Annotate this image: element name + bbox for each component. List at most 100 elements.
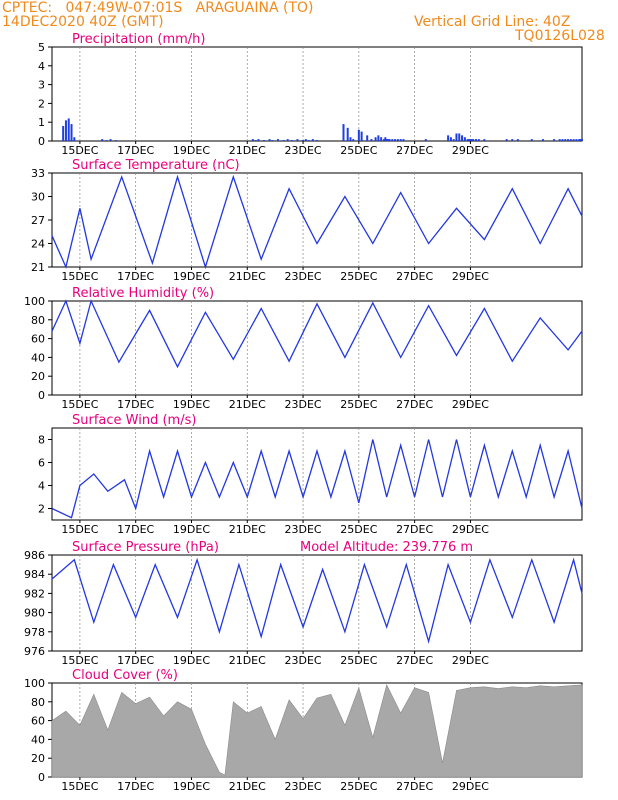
press-frame [51, 554, 583, 652]
press-xtick-5: 25DEC [340, 654, 377, 667]
temp-frame [51, 172, 583, 268]
precip-bar-65 [530, 139, 533, 141]
precip-bar-38 [385, 139, 388, 141]
precip-bar-63 [511, 139, 514, 141]
precip-bar-33 [374, 137, 377, 141]
press-xtick-3: 21DEC [229, 654, 266, 667]
wind-xtick-0: 15DEC [61, 523, 98, 536]
wind-xtick-5: 25DEC [340, 523, 377, 536]
precip-bar-53 [463, 137, 466, 141]
precip-bar-68 [558, 139, 561, 141]
precip-ytick-5: 5 [38, 41, 45, 54]
precip-bar-40 [388, 139, 391, 141]
wind-xtick-3: 21DEC [229, 523, 266, 536]
precip-bar-45 [402, 139, 405, 141]
wind-xtick-4: 23DEC [284, 523, 321, 536]
temp-xtick-0: 15DEC [61, 270, 98, 283]
precip-bar-49 [452, 139, 455, 141]
cloud-xtick-2: 19DEC [173, 780, 210, 793]
precip-bar-60 [477, 139, 480, 141]
temp-ytick-3: 30 [31, 191, 45, 204]
temp-xtick-1: 17DEC [117, 270, 154, 283]
rh-xtick-7: 29DEC [452, 398, 489, 411]
cloud-ytick-0: 0 [38, 771, 45, 784]
cloud-xtick-0: 15DEC [61, 780, 98, 793]
temp-xtick-6: 27DEC [396, 270, 433, 283]
rh-title: Relative Humidity (%) [72, 286, 214, 301]
precip-bar-14 [271, 140, 274, 141]
precip-bar-51 [458, 133, 461, 141]
precip-bar-5 [101, 139, 104, 141]
precip-xtick-5: 25DEC [340, 144, 377, 157]
precip-bar-29 [357, 129, 360, 141]
press-ytick-2: 980 [24, 607, 45, 620]
precip-bar-8 [115, 140, 118, 141]
press-ytick-0: 976 [24, 645, 45, 658]
precip-bar-47 [447, 135, 450, 141]
precip-bar-77 [581, 139, 583, 141]
precip-bar-20 [302, 140, 305, 141]
temp-xtick-5: 25DEC [340, 270, 377, 283]
precip-bar-9 [251, 139, 254, 141]
temp-title: Surface Temperature (nC) [72, 158, 240, 173]
precip-bar-41 [391, 139, 394, 141]
station-info: CPTEC: 047:49W-07:01S ARAGUAINA (TO) [2, 0, 314, 16]
precip-bar-27 [349, 137, 352, 141]
press-extra: Model Altitude: 239.776 m [300, 540, 473, 555]
precip-bar-19 [296, 139, 299, 141]
wind-xtick-7: 29DEC [452, 523, 489, 536]
precip-ytick-0: 0 [38, 135, 45, 148]
cloud-xtick-4: 23DEC [284, 780, 321, 793]
rh-xtick-2: 19DEC [173, 398, 210, 411]
press-ytick-1: 978 [24, 626, 45, 639]
temp-series-line [51, 174, 583, 270]
temp-xtick-3: 21DEC [229, 270, 266, 283]
precip-bar-48 [449, 137, 452, 141]
precip-bar-67 [553, 139, 556, 141]
precip-frame [51, 46, 583, 142]
model-id: TQ0126L028 [515, 28, 605, 44]
precip-bar-58 [472, 139, 475, 141]
press-title: Surface Pressure (hPa) [72, 540, 219, 555]
precip-bar-15 [276, 139, 279, 141]
precip-bar-73 [572, 139, 575, 141]
temp-ytick-1: 24 [31, 238, 45, 251]
precip-bar-37 [384, 137, 387, 141]
precip-bar-75 [578, 139, 581, 141]
precip-ytick-3: 3 [38, 79, 45, 92]
precip-bar-39 [387, 139, 390, 141]
wind-series-line [51, 439, 583, 519]
precip-bar-57 [470, 139, 473, 141]
grid-line-note: Vertical Grid Line: 40Z [414, 14, 571, 30]
precip-bar-31 [366, 135, 369, 141]
wind-xtick-1: 17DEC [117, 523, 154, 536]
precip-xtick-4: 23DEC [284, 144, 321, 157]
precip-bar-1 [64, 120, 67, 141]
precip-bar-21 [304, 139, 307, 141]
rh-series-line [51, 299, 583, 369]
precip-bar-69 [561, 139, 564, 141]
precip-bar-52 [461, 135, 464, 141]
press-xtick-2: 19DEC [173, 654, 210, 667]
rh-ytick-3: 60 [31, 333, 45, 346]
precip-bar-0 [62, 125, 65, 141]
cloud-ytick-1: 20 [31, 752, 45, 765]
precip-bar-44 [399, 139, 402, 141]
temp-xtick-4: 23DEC [284, 270, 321, 283]
precip-bar-22 [307, 140, 310, 141]
wind-frame [51, 427, 583, 521]
precip-bar-71 [567, 139, 570, 141]
precip-bar-26 [346, 127, 349, 141]
rh-ytick-0: 0 [38, 389, 45, 402]
cloud-xtick-1: 17DEC [117, 780, 154, 793]
temp-ytick-4: 33 [31, 167, 45, 180]
precip-bar-13 [268, 139, 271, 141]
precip-bar-2 [67, 118, 70, 141]
temp-ytick-0: 21 [31, 261, 45, 274]
precip-xtick-7: 29DEC [452, 144, 489, 157]
wind-xtick-2: 19DEC [173, 523, 210, 536]
precip-bar-59 [475, 139, 477, 141]
rh-xtick-0: 15DEC [61, 398, 98, 411]
precip-bar-66 [541, 139, 544, 141]
